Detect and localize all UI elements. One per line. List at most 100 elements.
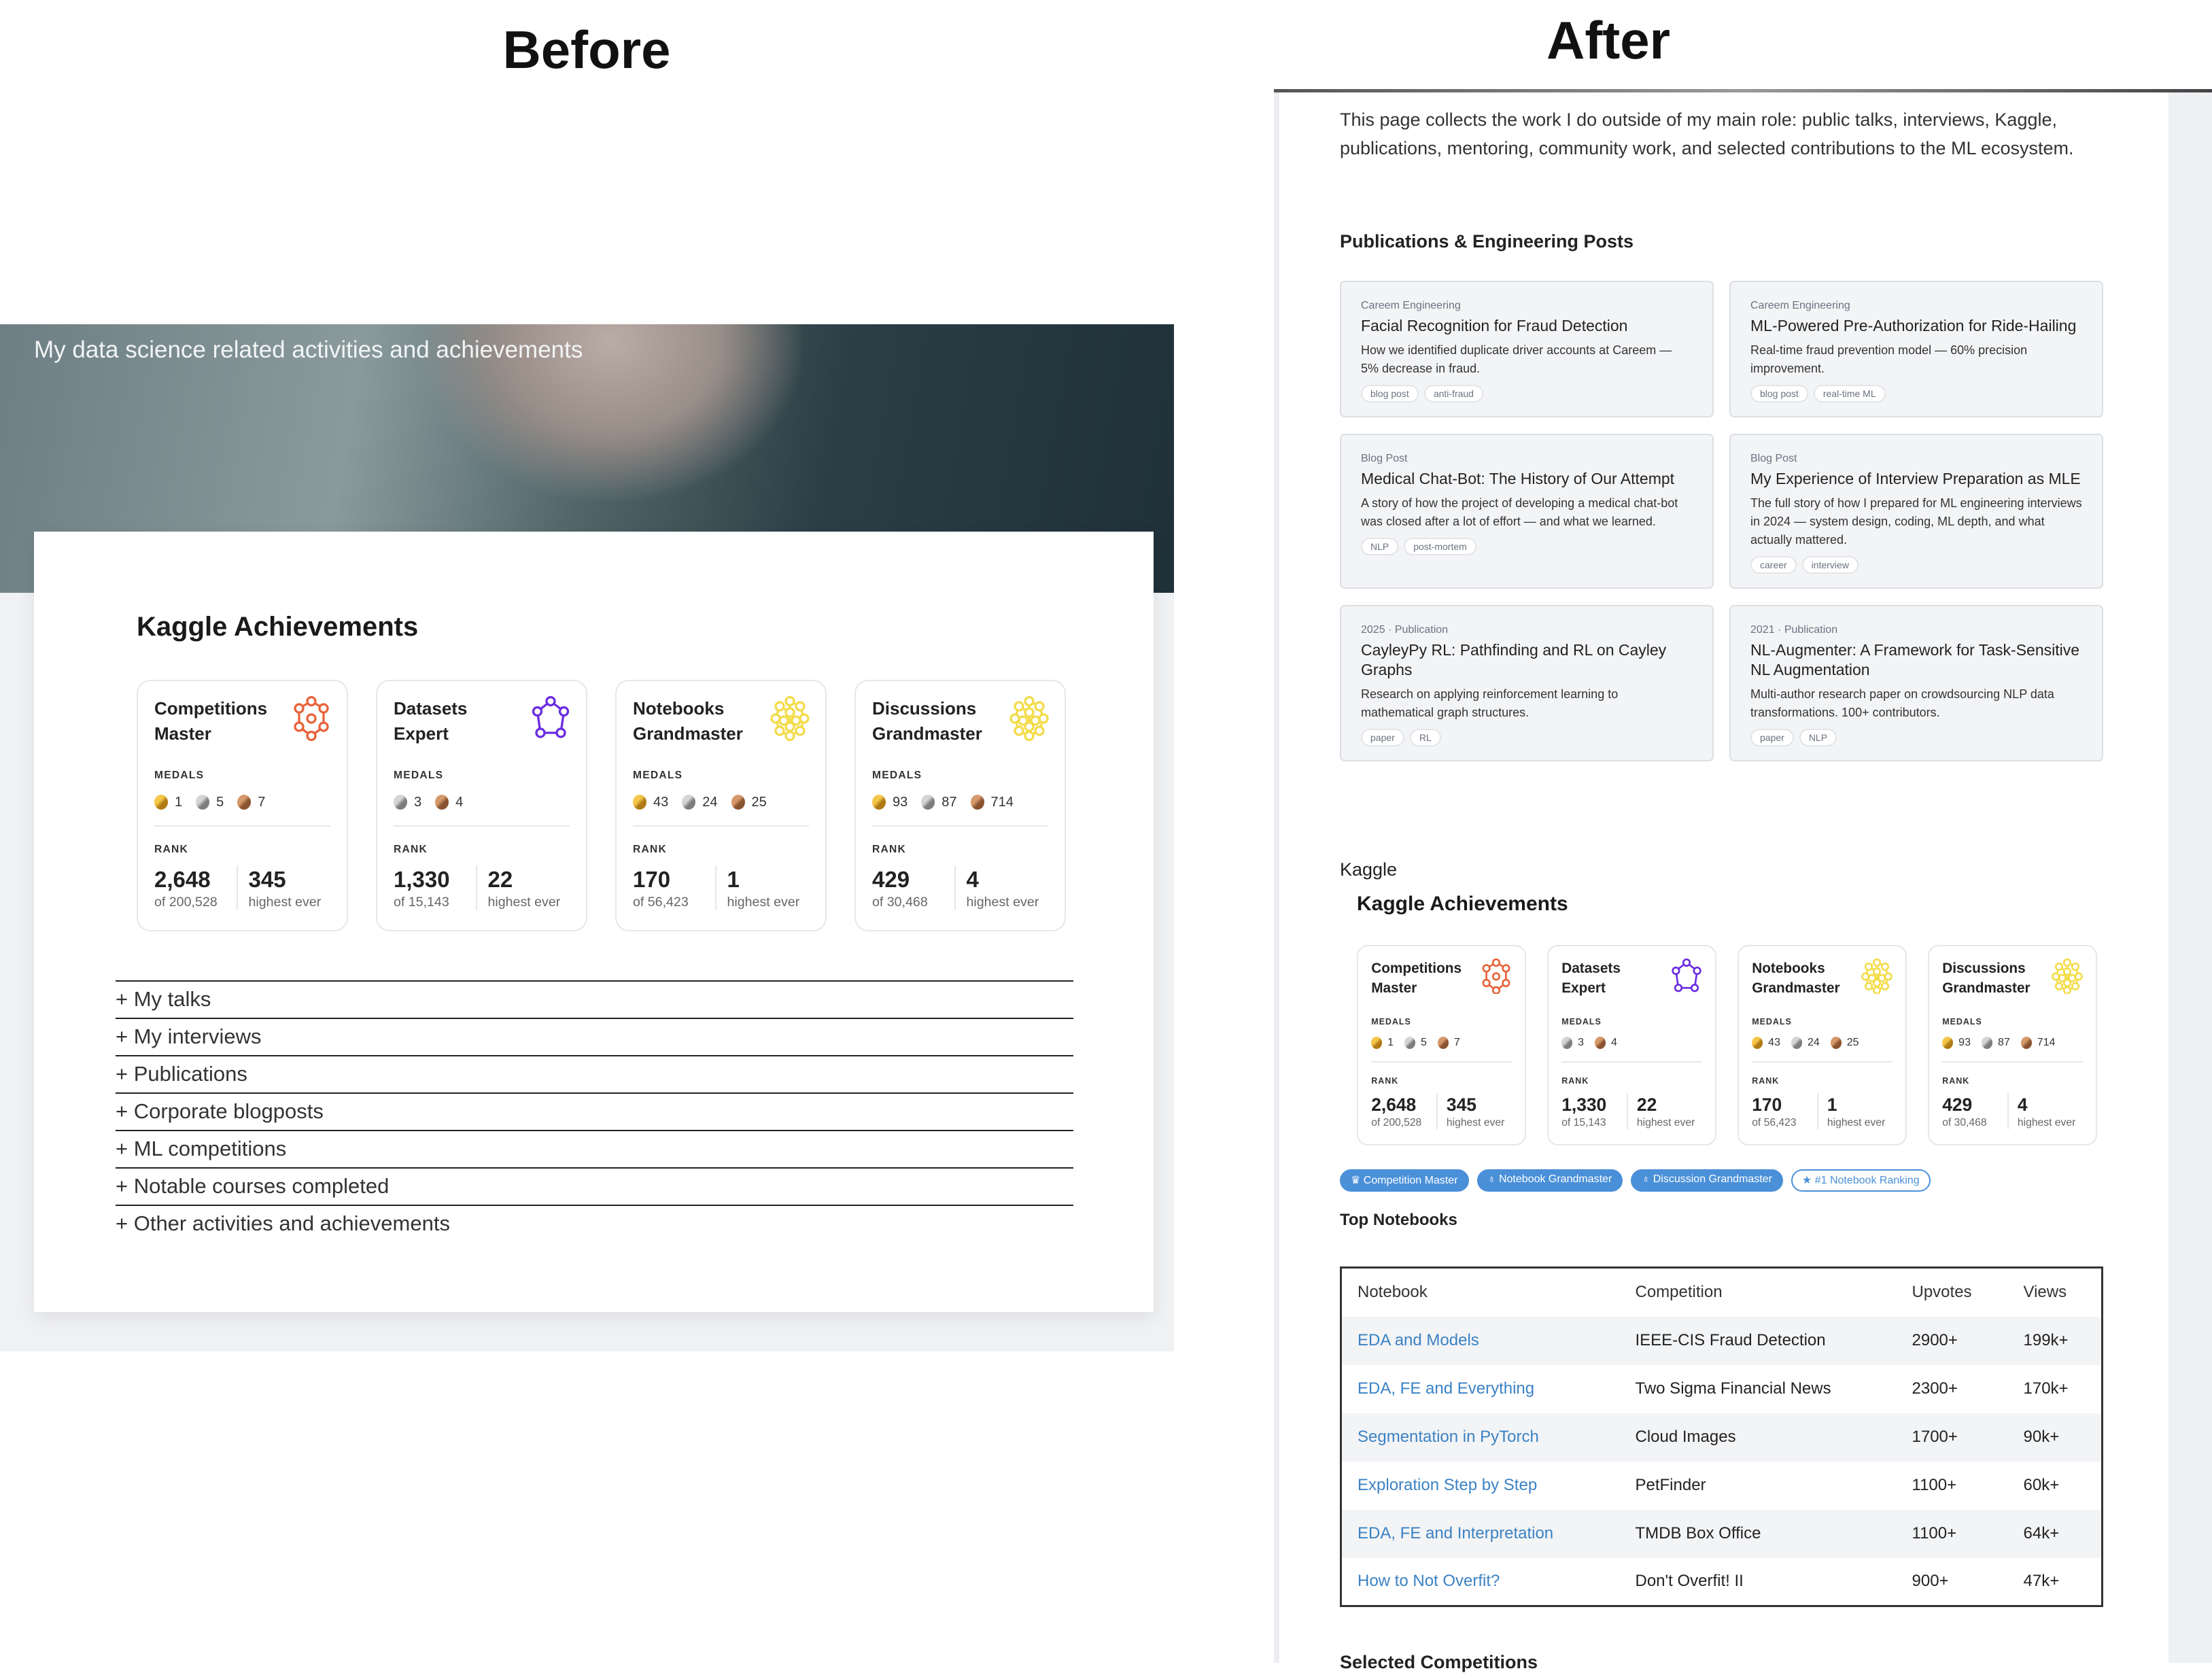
- table-cell: 1700+: [1912, 1428, 1958, 1446]
- highest-label: highest ever: [1636, 1116, 1695, 1128]
- current-rank: 429 of 30,468: [1942, 1093, 2007, 1128]
- publication-source: 2025 · Publication: [1361, 624, 1449, 636]
- medal-counts: 1 5 7: [154, 793, 330, 812]
- silver-medal-icon: [196, 795, 210, 810]
- publication-card[interactable]: Careem Engineering ML-Powered Pre-Authori…: [1729, 281, 2103, 417]
- panel-side-background: [2168, 92, 2212, 1663]
- kaggle-cards: Competitions Master MEDALS 1 5 7 RANK 2,648 of …: [137, 680, 1066, 931]
- bronze-medal-icon: [1595, 1037, 1606, 1049]
- datasets-expert-icon: [530, 695, 571, 741]
- discussions-grandmaster-icon: [2051, 958, 2084, 995]
- divider: [1942, 1061, 2083, 1063]
- publication-description: Multi-author research paper on crowdsour…: [1750, 687, 2054, 719]
- gold-medal-icon: [633, 795, 646, 810]
- notebook-link[interactable]: Segmentation in PyTorch: [1358, 1428, 1539, 1446]
- publication-description: Real-time fraud prevention model — 60% p…: [1750, 343, 2028, 375]
- medal-count: 3: [1578, 1037, 1585, 1049]
- hero-photo: [421, 324, 802, 501]
- accordion-item[interactable]: + ML competitions: [116, 1130, 1073, 1167]
- medal-icon: ♁: [1642, 1173, 1653, 1185]
- top-notebooks-table: Notebook Competition Upvotes Views EDA a…: [1340, 1266, 2103, 1607]
- divider: [154, 825, 330, 827]
- publication-title[interactable]: Medical Chat-Bot: The History of Our Att…: [1361, 470, 1675, 487]
- badge-label: Competition Master: [1363, 1175, 1458, 1186]
- table-cell: 64k+: [2023, 1524, 2060, 1542]
- notebook-link[interactable]: EDA, FE and Everything: [1358, 1379, 1535, 1398]
- notebook-link[interactable]: EDA and Models: [1358, 1331, 1479, 1349]
- medal-count: 43: [653, 794, 669, 810]
- notebook-link[interactable]: Exploration Step by Step: [1358, 1476, 1538, 1494]
- medal-count: 5: [1421, 1037, 1427, 1049]
- kaggle-cards: Competitions Master MEDALS 1 5 7 RANK 2,648 of …: [1357, 945, 2097, 1145]
- tag-list: blog post real-time ML: [1750, 385, 2082, 402]
- highest-value: 1: [727, 867, 740, 893]
- rank-value: 429: [1942, 1094, 1973, 1116]
- table-cell: How to Not Overfit?: [1341, 1558, 1620, 1606]
- publication-title[interactable]: NL-Augmenter: A Framework for Task-Sensi…: [1750, 641, 2080, 678]
- publication-title[interactable]: My Experience of Interview Preparation a…: [1750, 470, 2081, 487]
- accordion-item[interactable]: + Publications: [116, 1055, 1073, 1092]
- rank-label: RANK: [633, 844, 668, 856]
- publication-title[interactable]: Facial Recognition for Fraud Detection: [1361, 317, 1628, 334]
- tag: anti-fraud: [1423, 385, 1483, 402]
- accordion-item[interactable]: + My talks: [116, 980, 1073, 1018]
- kaggle-card: Competitions Master MEDALS 1 5 7 RANK 2,648 of …: [137, 680, 348, 931]
- publication-title[interactable]: CayleyPy RL: Pathfinding and RL on Cayle…: [1361, 641, 1667, 678]
- rank-total: of 30,468: [1942, 1116, 1987, 1128]
- rank-label: RANK: [1942, 1076, 1970, 1086]
- rank-total: of 56,423: [633, 895, 689, 910]
- rank-row: 2,648 of 200,528 345 highest ever: [1371, 1093, 1512, 1129]
- highest-value: 345: [1446, 1094, 1476, 1116]
- notebooks-grandmaster-icon: [770, 695, 810, 742]
- current-rank: 170 of 56,423: [1752, 1093, 1817, 1128]
- table-cell: Exploration Step by Step: [1341, 1462, 1620, 1510]
- rank-row: 429 of 30,468 4 highest ever: [872, 865, 1048, 910]
- publication-description: The full story of how I prepared for ML …: [1750, 496, 2082, 547]
- current-rank: 429 of 30,468: [872, 865, 954, 910]
- publication-card[interactable]: Careem Engineering Facial Recognition for…: [1340, 281, 1714, 417]
- rank-row: 1,330 of 15,143 22 highest ever: [394, 865, 570, 910]
- rank-total: of 200,528: [1371, 1116, 1422, 1128]
- divider: [1371, 1061, 1512, 1063]
- publication-title[interactable]: ML-Powered Pre-Authorization for Ride-Ha…: [1750, 317, 2077, 334]
- rank-row: 1,330 of 15,143 22 highest ever: [1561, 1093, 1702, 1129]
- medal-count: 87: [1997, 1037, 2010, 1049]
- table-cell: EDA and Models: [1341, 1317, 1620, 1365]
- notebook-link[interactable]: EDA, FE and Interpretation: [1358, 1524, 1554, 1542]
- medal-count: 714: [2037, 1037, 2056, 1049]
- tag: paper: [1361, 729, 1404, 746]
- medal-count: 4: [1611, 1037, 1617, 1049]
- card-title: Datasets Expert: [1561, 960, 1621, 997]
- accordion-item[interactable]: + Corporate blogposts: [116, 1092, 1073, 1130]
- gold-medal-icon: [1752, 1037, 1763, 1049]
- table-cell: 2900+: [1912, 1331, 1958, 1349]
- card-title: Discussions Grandmaster: [872, 698, 982, 744]
- publication-source: Careem Engineering: [1361, 300, 1461, 311]
- table-row: Exploration Step by Step PetFinder 1100+ 60…: [1341, 1462, 2103, 1510]
- table-cell: PetFinder: [1635, 1476, 1706, 1494]
- bronze-medal-icon: [1437, 1037, 1449, 1049]
- publication-card[interactable]: Blog Post Medical Chat-Bot: The History o…: [1340, 434, 1714, 589]
- medals-label: MEDALS: [633, 770, 683, 782]
- publication-card[interactable]: 2025 · Publication CayleyPy RL: Pathfindi…: [1340, 605, 1714, 761]
- top-notebooks-heading: Top Notebooks: [1340, 1211, 1457, 1229]
- medal-count: 24: [702, 794, 718, 810]
- competitions-master-icon: [291, 695, 332, 742]
- accordion-item[interactable]: + Notable courses completed: [116, 1167, 1073, 1205]
- rank-row: 429 of 30,468 4 highest ever: [1942, 1093, 2083, 1129]
- kaggle-achievements-title: Kaggle Achievements: [1357, 893, 1568, 915]
- medal-counts: 93 87 714: [1942, 1035, 2083, 1050]
- accordion-item[interactable]: + Other activities and achievements: [116, 1205, 1073, 1242]
- table-cell: 170k+: [2023, 1379, 2069, 1398]
- highest-rank: 1 highest ever: [714, 865, 810, 910]
- accordion-item[interactable]: + My interviews: [116, 1018, 1073, 1055]
- trophy-icon: ♛: [1351, 1175, 1364, 1186]
- rank-value: 170: [633, 867, 671, 893]
- card-title: Notebooks Grandmaster: [633, 698, 743, 744]
- notebook-link[interactable]: How to Not Overfit?: [1358, 1572, 1500, 1591]
- table-cell: Two Sigma Financial News: [1635, 1379, 1831, 1398]
- publication-card[interactable]: 2021 · Publication NL-Augmenter: A Framew…: [1729, 605, 2103, 761]
- notebooks-grandmaster-icon: [1861, 958, 1893, 995]
- publication-card[interactable]: Blog Post My Experience of Interview Prep…: [1729, 434, 2103, 589]
